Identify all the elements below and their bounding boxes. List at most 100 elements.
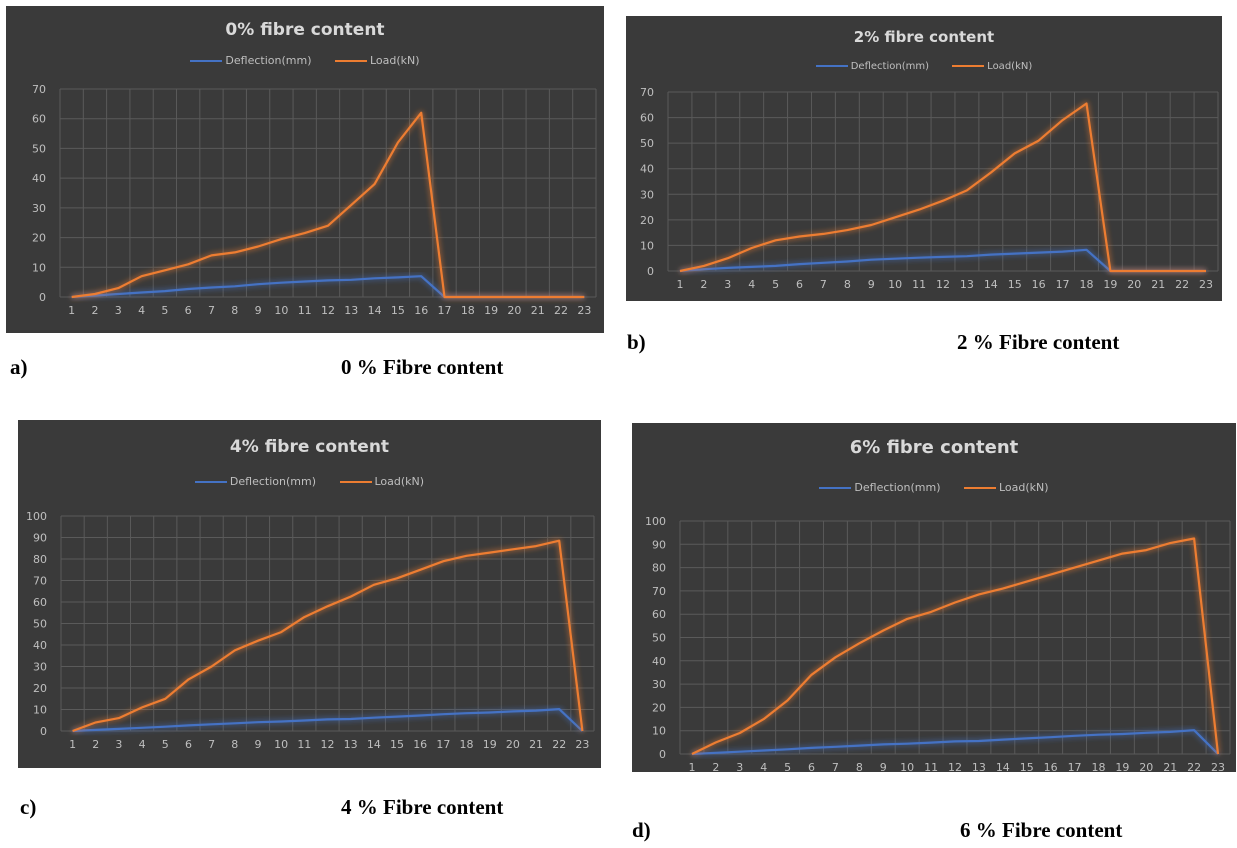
y-tick-label: 60 (32, 113, 46, 126)
y-tick-label: 40 (32, 172, 46, 185)
x-tick-label: 5 (161, 304, 168, 317)
y-tick-label: 30 (33, 661, 47, 674)
y-tick-label: 70 (652, 585, 666, 598)
caption-text-a: 0 % Fibre content (341, 355, 504, 379)
y-tick-label: 50 (33, 618, 47, 631)
caption-letter-b: b) (627, 330, 646, 354)
x-tick-label: 11 (924, 761, 938, 772)
x-tick-label: 4 (748, 278, 755, 291)
y-tick-label: 100 (645, 515, 666, 528)
y-tick-label: 20 (640, 214, 654, 227)
x-tick-label: 15 (391, 304, 405, 317)
series-line-load (72, 539, 584, 733)
y-tick-label: 60 (640, 112, 654, 125)
x-tick-label: 21 (1163, 761, 1177, 772)
y-tick-label: 40 (640, 163, 654, 176)
x-tick-label: 15 (390, 738, 404, 751)
y-tick-label: 80 (33, 553, 47, 566)
y-tick-label: 30 (640, 188, 654, 201)
chart-legend: Deflection(mm) Load(kN) (18, 475, 601, 488)
legend-swatch-deflection (819, 487, 852, 489)
legend-swatch-load (335, 60, 367, 62)
x-tick-label: 8 (856, 761, 863, 772)
y-tick-label: 10 (33, 704, 47, 717)
x-tick-label: 18 (461, 304, 475, 317)
y-tick-label: 90 (33, 532, 47, 545)
legend-label-deflection: Deflection(mm) (225, 54, 312, 67)
legend-swatch-deflection (190, 60, 223, 62)
x-tick-label: 23 (1211, 761, 1225, 772)
caption-letter-c: c) (20, 795, 37, 819)
x-tick-label: 1 (68, 304, 75, 317)
y-tick-label: 10 (652, 725, 666, 738)
x-tick-label: 3 (736, 761, 743, 772)
caption-letter-d: d) (632, 818, 651, 842)
y-tick-label: 40 (33, 639, 47, 652)
chart-legend: Deflection(mm) Load(kN) (632, 481, 1236, 494)
x-tick-label: 18 (460, 738, 474, 751)
x-tick-label: 21 (1151, 278, 1165, 291)
legend-deflection: Deflection(mm) (194, 475, 316, 488)
y-tick-label: 0 (40, 725, 47, 738)
legend-swatch-load (339, 481, 372, 483)
legend-label-load: Load(kN) (987, 61, 1033, 72)
legend-label-deflection: Deflection(mm) (229, 475, 316, 488)
x-tick-label: 5 (784, 761, 791, 772)
x-tick-label: 6 (808, 761, 815, 772)
chart-title: 6% fibre content (849, 437, 1019, 458)
y-tick-label: 30 (32, 202, 46, 215)
x-tick-label: 19 (1103, 278, 1117, 291)
legend-deflection: Deflection(mm) (819, 481, 941, 494)
x-tick-label: 22 (554, 304, 568, 317)
x-tick-label: 21 (531, 304, 545, 317)
legend-load: Load(kN) (964, 481, 1049, 494)
x-tick-label: 5 (772, 278, 779, 291)
legend-label-load: Load(kN) (999, 481, 1049, 494)
x-tick-label: 1 (69, 738, 76, 751)
x-tick-label: 8 (231, 304, 238, 317)
x-tick-label: 9 (254, 738, 261, 751)
x-tick-label: 13 (960, 278, 974, 291)
y-tick-label: 30 (652, 678, 666, 691)
x-tick-label: 17 (1056, 278, 1070, 291)
x-tick-label: 2 (92, 738, 99, 751)
x-tick-label: 15 (1020, 761, 1034, 772)
x-tick-label: 15 (1008, 278, 1022, 291)
caption-letter-a: a) (10, 355, 28, 379)
chart-panel-0pct: 0% fibre content Deflection(mm) Load(kN)… (6, 6, 604, 333)
x-tick-label: 12 (321, 738, 335, 751)
y-tick-label: 50 (652, 632, 666, 645)
y-tick-label: 40 (652, 655, 666, 668)
y-tick-label: 10 (32, 261, 46, 274)
x-tick-label: 3 (115, 738, 122, 751)
x-tick-label: 7 (208, 738, 215, 751)
x-tick-label: 17 (436, 738, 450, 751)
x-tick-label: 12 (948, 761, 962, 772)
y-tick-label: 80 (652, 562, 666, 575)
x-tick-label: 9 (868, 278, 875, 291)
x-tick-label: 19 (1115, 761, 1129, 772)
x-tick-label: 13 (344, 304, 358, 317)
legend-swatch-load (952, 65, 985, 67)
x-tick-label: 10 (274, 304, 288, 317)
x-tick-label: 14 (996, 761, 1010, 772)
x-tick-label: 8 (844, 278, 851, 291)
x-tick-label: 22 (1187, 761, 1201, 772)
caption-text-d: 6 % Fibre content (960, 818, 1123, 842)
legend-swatch-load (964, 487, 996, 489)
y-tick-label: 70 (32, 83, 46, 96)
x-tick-label: 4 (760, 761, 767, 772)
x-tick-label: 18 (1079, 278, 1093, 291)
legend-swatch-deflection (194, 481, 227, 483)
legend-label-deflection: Deflection(mm) (854, 481, 941, 494)
y-tick-label: 20 (33, 682, 47, 695)
x-tick-label: 8 (231, 738, 238, 751)
x-tick-label: 23 (575, 738, 589, 751)
x-tick-label: 20 (506, 738, 520, 751)
x-tick-label: 3 (724, 278, 731, 291)
x-tick-label: 4 (139, 738, 146, 751)
x-tick-label: 12 (936, 278, 950, 291)
